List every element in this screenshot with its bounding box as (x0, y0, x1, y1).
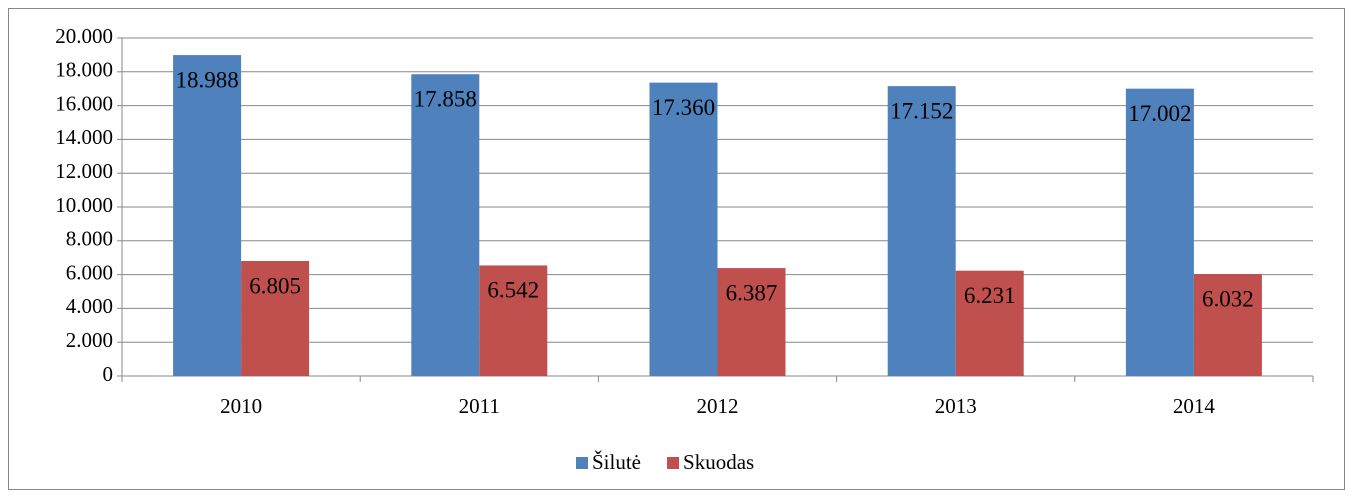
bar (241, 260, 310, 376)
x-tick-label: 2014 (1173, 394, 1216, 418)
bar (955, 270, 1024, 376)
y-tick-label: 12.000 (55, 159, 113, 183)
x-tick-label: 2010 (220, 394, 262, 418)
legend-swatch (576, 457, 588, 469)
legend-swatch (667, 457, 680, 469)
x-tick-label: 2012 (697, 394, 739, 418)
data-label: 17.360 (652, 95, 715, 120)
y-tick-label: 16.000 (55, 91, 113, 115)
data-label: 6.231 (964, 283, 1016, 308)
bar (479, 265, 548, 376)
y-tick-label: 2.000 (66, 328, 113, 352)
y-tick-label: 20.000 (55, 24, 113, 48)
y-tick-label: 8.000 (66, 227, 113, 251)
bar (887, 86, 956, 377)
data-label: 17.858 (414, 86, 477, 111)
bar (1125, 88, 1194, 376)
bar (173, 55, 242, 377)
bar (1193, 274, 1262, 376)
y-tick-label: 0 (103, 362, 114, 386)
data-label: 17.002 (1128, 101, 1191, 126)
y-tick-label: 4.000 (66, 294, 113, 318)
x-tick-label: 2011 (459, 394, 500, 418)
legend-label: Šilutė (592, 450, 641, 474)
y-tick-label: 18.000 (55, 58, 113, 82)
data-label: 17.152 (890, 98, 953, 123)
data-label: 6.805 (249, 273, 301, 298)
bar (411, 74, 480, 376)
data-label: 6.387 (726, 280, 778, 305)
bar (717, 268, 786, 376)
data-label: 6.542 (487, 278, 539, 303)
data-label: 18.988 (175, 67, 238, 92)
y-tick-label: 14.000 (55, 125, 113, 149)
y-tick-label: 6.000 (66, 260, 113, 284)
y-tick-label: 10.000 (55, 193, 113, 217)
legend-label: Skuodas (683, 450, 754, 474)
data-label: 6.032 (1202, 286, 1254, 311)
x-tick-label: 2013 (935, 394, 977, 418)
bar (649, 82, 718, 376)
